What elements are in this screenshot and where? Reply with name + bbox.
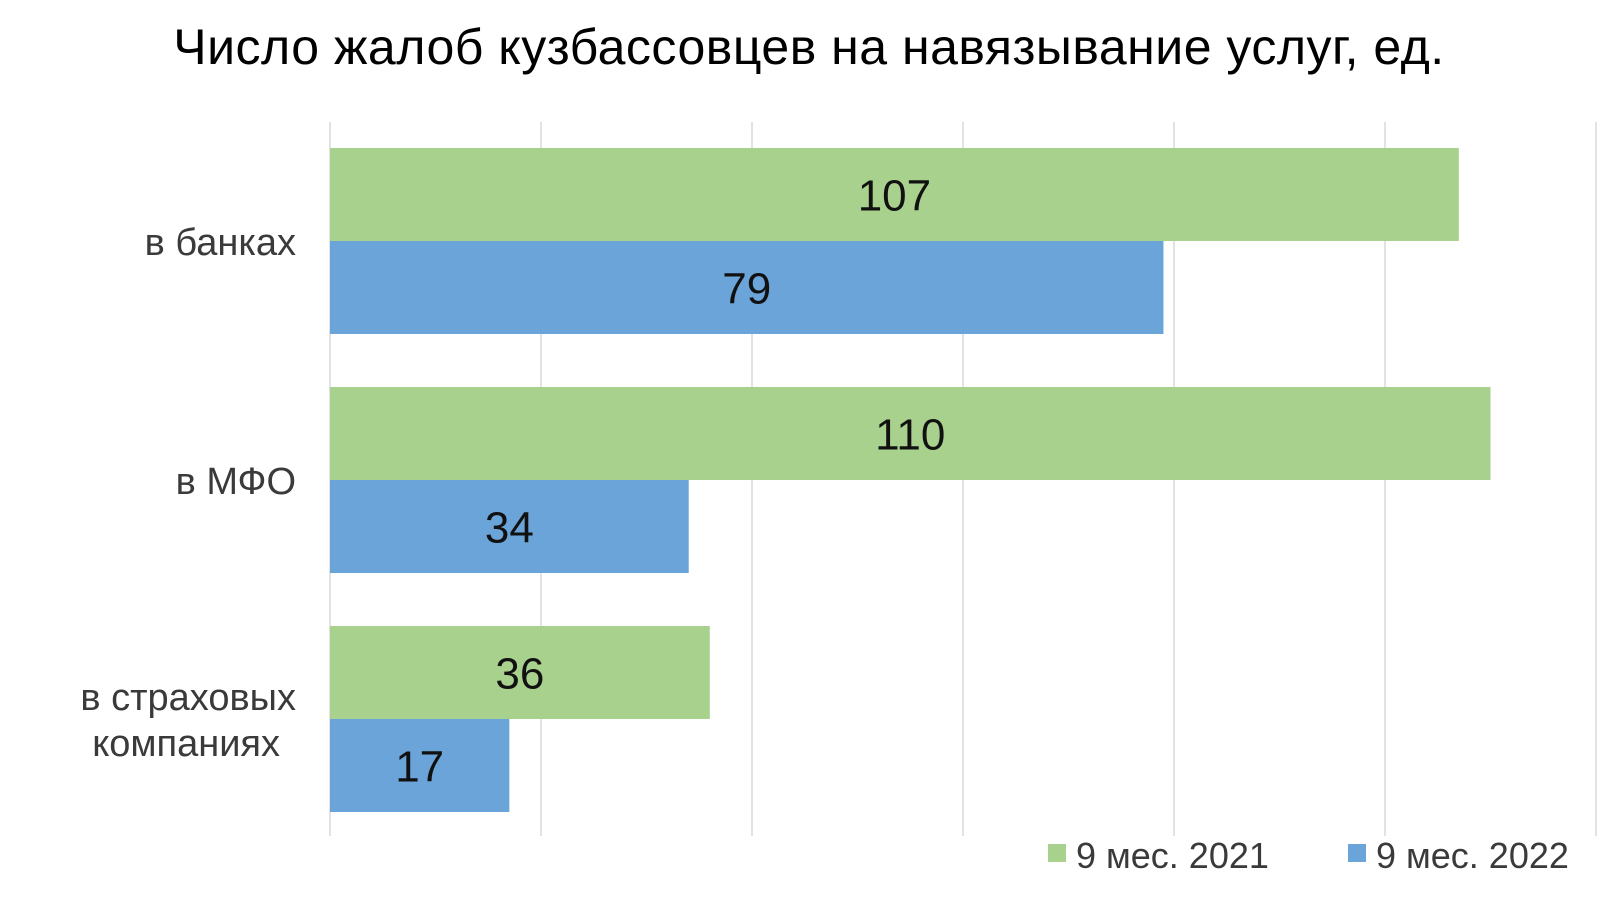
- data-label: 34: [485, 504, 534, 553]
- category-label: в банках: [145, 222, 296, 264]
- bar-series-2: [330, 719, 510, 812]
- category-label: в страховых компаниях: [80, 677, 296, 765]
- data-label: 110: [875, 411, 945, 460]
- data-label: 107: [858, 172, 931, 221]
- category-label-line: компаниях: [92, 723, 280, 765]
- category-label-line: в МФО: [176, 461, 296, 503]
- data-label: 17: [395, 743, 444, 792]
- data-label: 79: [722, 265, 771, 314]
- chart-title: Число жалоб кузбассовцев на навязывание …: [173, 19, 1445, 75]
- legend-label: 9 мес. 2021: [1076, 835, 1269, 876]
- legend-label: 9 мес. 2022: [1376, 835, 1569, 876]
- legend-swatch: [1048, 844, 1066, 862]
- bar-series-2: [330, 480, 689, 573]
- bar-series-1: [330, 626, 710, 719]
- category-label: в МФО: [176, 461, 296, 503]
- bar-series-1: [330, 148, 1459, 241]
- bar-series-1: [330, 387, 1491, 480]
- legend-swatch: [1348, 844, 1366, 862]
- category-label-line: в страховых: [80, 677, 296, 719]
- category-label-line: в банках: [145, 222, 296, 264]
- bar-series-2: [330, 241, 1164, 334]
- data-label: 36: [495, 650, 544, 699]
